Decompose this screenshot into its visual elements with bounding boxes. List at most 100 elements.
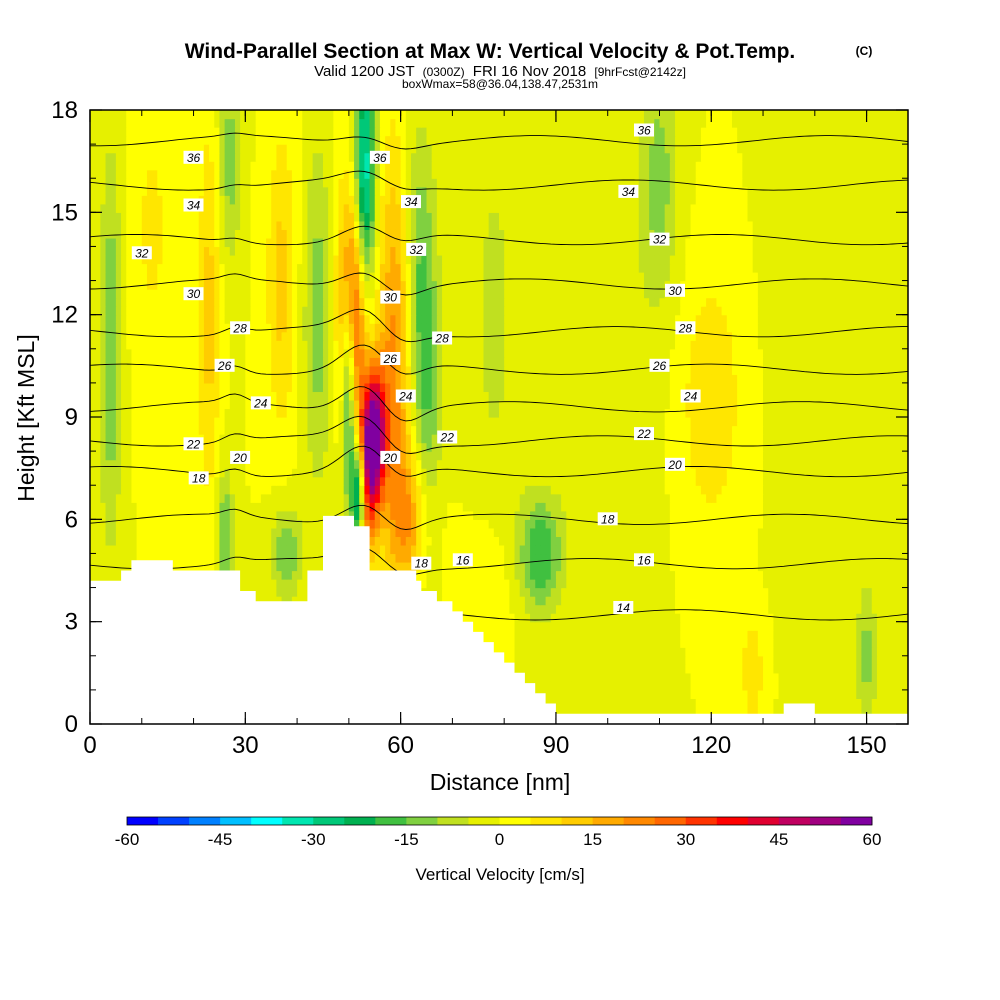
velocity-cell xyxy=(773,485,780,495)
velocity-cell xyxy=(809,638,816,648)
velocity-cell xyxy=(731,647,738,657)
velocity-cell xyxy=(737,476,743,486)
velocity-cell xyxy=(105,459,112,469)
velocity-cell xyxy=(768,655,774,665)
velocity-cell xyxy=(535,655,542,665)
velocity-cell xyxy=(550,596,557,606)
velocity-cell xyxy=(835,587,842,597)
velocity-cell xyxy=(499,527,505,537)
velocity-cell xyxy=(90,536,96,546)
velocity-cell xyxy=(876,519,883,529)
velocity-cell xyxy=(845,587,852,597)
velocity-cell xyxy=(530,587,536,597)
velocity-cell xyxy=(664,544,671,555)
velocity-cell xyxy=(763,689,769,700)
velocity-cell xyxy=(851,596,857,606)
velocity-cell xyxy=(861,570,868,580)
velocity-cell xyxy=(493,544,500,555)
velocity-cell xyxy=(90,544,96,555)
velocity-cell xyxy=(203,519,210,529)
velocity-cell xyxy=(354,485,360,495)
velocity-cell xyxy=(483,544,490,555)
velocity-cell xyxy=(95,459,101,469)
velocity-cell xyxy=(431,579,438,589)
velocity-cell xyxy=(612,698,619,708)
velocity-cell xyxy=(680,570,686,580)
velocity-cell xyxy=(804,544,811,555)
velocity-cell xyxy=(276,570,283,580)
velocity-cell xyxy=(115,527,122,537)
velocity-cell xyxy=(612,485,619,495)
velocity-cell xyxy=(882,664,888,674)
velocity-cell xyxy=(209,510,215,520)
velocity-cell xyxy=(426,536,433,546)
velocity-cell xyxy=(726,596,733,606)
velocity-cell xyxy=(830,706,837,717)
velocity-cell xyxy=(592,613,598,623)
velocity-cell xyxy=(178,502,184,512)
velocity-cell xyxy=(592,476,598,486)
velocity-cell xyxy=(892,638,899,648)
velocity-cell xyxy=(892,604,899,614)
velocity-cell xyxy=(266,510,272,520)
velocity-cell xyxy=(581,672,588,682)
velocity-cell xyxy=(183,485,189,495)
velocity-cell xyxy=(395,485,402,495)
velocity-cell xyxy=(234,527,241,537)
velocity-cell xyxy=(675,544,681,555)
velocity-cell xyxy=(659,647,666,657)
velocity-cell xyxy=(602,544,609,555)
velocity-cell xyxy=(421,451,428,461)
velocity-cell xyxy=(473,468,479,478)
velocity-cell xyxy=(566,596,573,606)
velocity-cell xyxy=(819,638,826,648)
velocity-cell xyxy=(778,544,785,555)
velocity-cell xyxy=(628,476,635,486)
velocity-cell xyxy=(514,476,521,486)
velocity-cell xyxy=(680,630,686,640)
velocity-cell xyxy=(530,570,536,580)
velocity-cell xyxy=(587,519,593,529)
velocity-cell xyxy=(695,510,702,520)
velocity-cell xyxy=(385,493,391,503)
velocity-cell xyxy=(695,630,702,640)
velocity-cell xyxy=(612,638,619,648)
velocity-cell xyxy=(550,621,557,631)
velocity-cell xyxy=(540,579,547,589)
velocity-cell xyxy=(607,604,614,614)
velocity-cell xyxy=(887,672,894,682)
velocity-cell xyxy=(763,510,769,520)
velocity-cell xyxy=(152,527,158,537)
velocity-cell xyxy=(447,493,454,503)
velocity-cell xyxy=(887,544,894,555)
velocity-cell xyxy=(804,459,811,469)
velocity-cell xyxy=(146,485,153,495)
velocity-cell xyxy=(121,459,127,469)
velocity-cell xyxy=(592,596,598,606)
velocity-cell xyxy=(804,613,811,623)
forecast-info: [9hrFcst@2142z] xyxy=(594,65,686,79)
velocity-cell xyxy=(742,485,749,495)
velocity-cell xyxy=(100,451,107,461)
velocity-cell xyxy=(473,536,479,546)
velocity-cell xyxy=(90,476,96,486)
velocity-cell xyxy=(716,630,723,640)
velocity-cell xyxy=(499,638,505,648)
velocity-cell xyxy=(851,689,857,700)
velocity-cell xyxy=(338,476,345,486)
velocity-cell xyxy=(431,451,438,461)
velocity-cell xyxy=(649,604,655,614)
velocity-cell xyxy=(788,536,795,546)
velocity-cell xyxy=(752,587,759,597)
velocity-cell xyxy=(840,510,847,520)
velocity-cell xyxy=(773,664,780,674)
velocity-cell xyxy=(245,485,252,495)
velocity-cell xyxy=(618,630,624,640)
velocity-cell xyxy=(302,485,309,495)
velocity-cell xyxy=(654,613,661,623)
velocity-cell xyxy=(250,527,257,537)
velocity-cell xyxy=(571,638,578,648)
velocity-cell xyxy=(478,519,485,529)
velocity-cell xyxy=(675,561,681,572)
velocity-cell xyxy=(255,485,262,495)
